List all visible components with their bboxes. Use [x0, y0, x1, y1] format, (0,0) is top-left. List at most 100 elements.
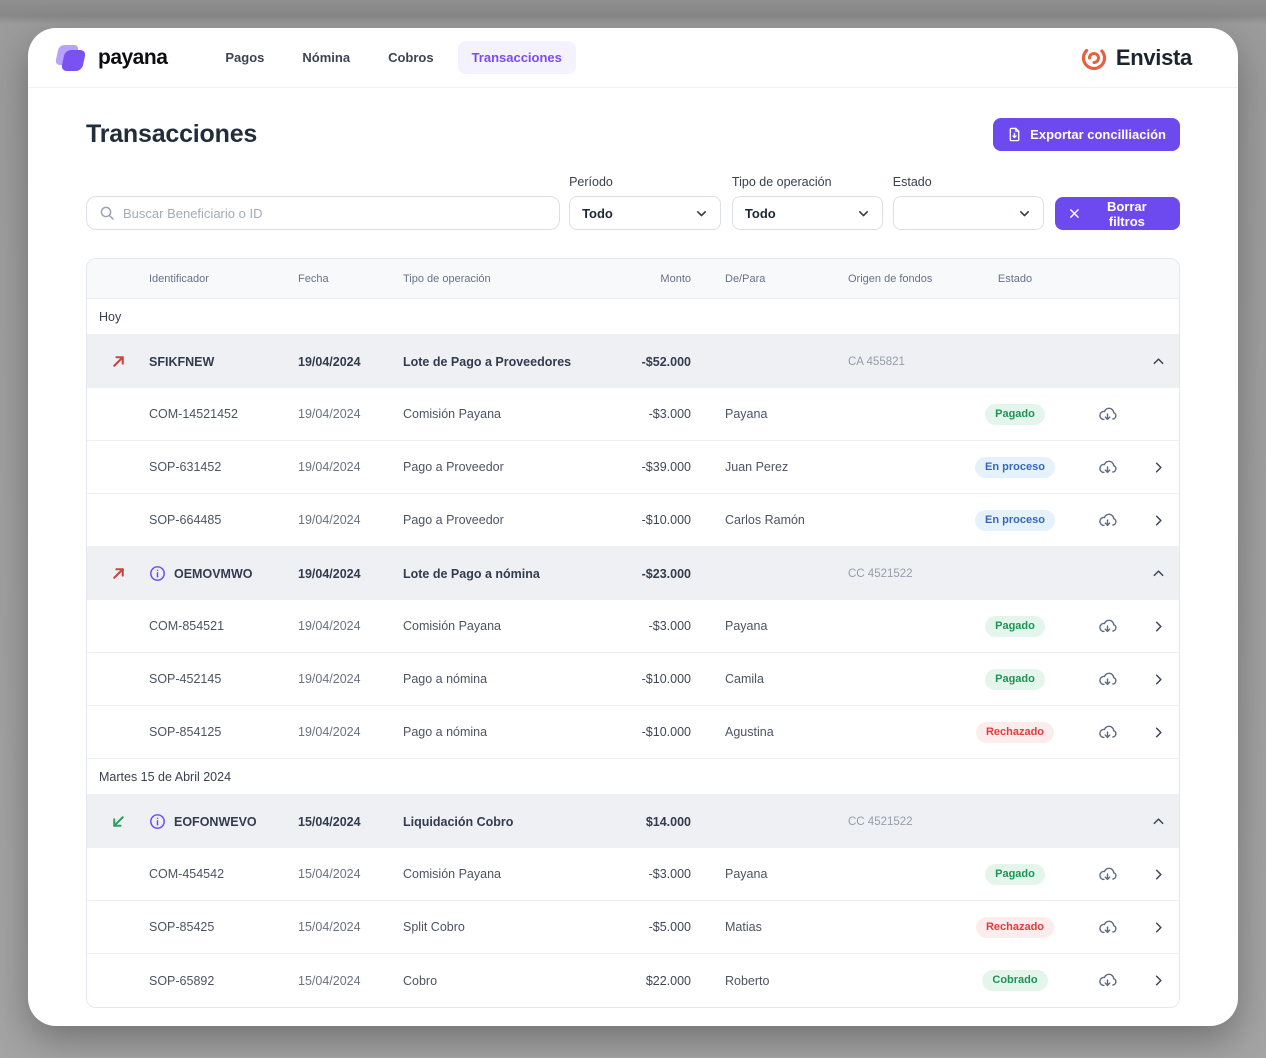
- transaction-row[interactable]: SOP-631452 19/04/2024 Pago a Proveedor -…: [87, 441, 1179, 494]
- batch-id: EOFONWEVO: [174, 814, 257, 829]
- clear-filters-button[interactable]: Borrar filtros: [1054, 197, 1180, 230]
- chevron-right-icon: [1155, 922, 1162, 932]
- direction-cell: [87, 565, 149, 582]
- batch-date: 19/04/2024: [298, 566, 361, 581]
- transaction-row[interactable]: COM-854521 19/04/2024 Comisión Payana -$…: [87, 600, 1179, 653]
- download-receipt-button[interactable]: [1093, 612, 1122, 641]
- transaction-row[interactable]: SOP-65892 15/04/2024 Cobro $22.000 Rober…: [87, 954, 1179, 1007]
- batch-amount: $14.000: [645, 814, 691, 829]
- transaction-row[interactable]: SOP-664485 19/04/2024 Pago a Proveedor -…: [87, 494, 1179, 547]
- info-icon[interactable]: [149, 813, 166, 830]
- cloud-download-icon: [1098, 672, 1117, 685]
- direction-cell: [87, 813, 149, 830]
- download-receipt-button[interactable]: [1093, 966, 1122, 995]
- clear-filters-label: Borrar filtros: [1106, 198, 1147, 229]
- nav-item-transacciones[interactable]: Transacciones: [457, 41, 576, 74]
- transaction-from-to: Payana: [725, 619, 768, 633]
- status-badge: Pagado: [985, 615, 1045, 637]
- batch-origin: CC 4521522: [848, 815, 913, 828]
- collapse-button[interactable]: [1147, 350, 1170, 373]
- main-nav: Pagos Nómina Cobros Transacciones: [211, 41, 576, 74]
- batch-amount: -$23.000: [641, 566, 691, 581]
- status-badge: Pagado: [985, 403, 1045, 425]
- transaction-id: SOP-85425: [149, 920, 215, 934]
- transaction-type: Comisión Payana: [403, 619, 501, 633]
- transaction-date: 19/04/2024: [298, 672, 361, 686]
- transaction-type: Pago a nómina: [403, 725, 488, 739]
- transaction-from-to: Roberto: [725, 973, 770, 988]
- transaction-id: SOP-664485: [149, 513, 222, 527]
- batch-row[interactable]: OEMOVMWO 19/04/2024 Lote de Pago a nómin…: [87, 547, 1179, 600]
- period-select[interactable]: Todo: [569, 196, 722, 230]
- expand-row-button[interactable]: [1147, 916, 1170, 939]
- col-fecha: Fecha: [298, 272, 329, 285]
- transaction-row[interactable]: COM-454542 15/04/2024 Comisión Payana -$…: [87, 848, 1179, 901]
- transaction-id: COM-14521452: [149, 407, 238, 421]
- download-receipt-button[interactable]: [1093, 453, 1122, 482]
- batch-type: Lote de Pago a Proveedores: [403, 354, 572, 369]
- transaction-from-to: Carlos Ramón: [725, 513, 805, 527]
- cloud-download-icon: [1098, 973, 1117, 987]
- download-receipt-button[interactable]: [1093, 400, 1122, 429]
- download-receipt-button[interactable]: [1093, 665, 1122, 694]
- envista-logo-text: Envista: [1115, 44, 1192, 70]
- transaction-row[interactable]: SOP-85425 15/04/2024 Split Cobro -$5.000…: [87, 901, 1179, 954]
- search-input[interactable]: [123, 205, 548, 221]
- direction-cell: [87, 353, 149, 370]
- status-select[interactable]: [892, 196, 1044, 230]
- transaction-amount: -$10.000: [641, 725, 691, 739]
- expand-row-button[interactable]: [1147, 863, 1170, 886]
- date-section-label: Martes 15 de Abril 2024: [99, 769, 232, 784]
- status-cell: Pagado: [953, 615, 1077, 637]
- transaction-type: Pago a nómina: [403, 672, 488, 686]
- operation-type-select[interactable]: Todo: [731, 196, 883, 230]
- expand-row-button[interactable]: [1147, 969, 1170, 992]
- transaction-id: SOP-854125: [149, 725, 222, 739]
- col-monto: Monto: [660, 272, 691, 285]
- batch-id-cell: OEMOVMWO: [149, 565, 298, 582]
- transaction-row[interactable]: COM-14521452 19/04/2024 Comisión Payana …: [87, 388, 1179, 441]
- period-select-value: Todo: [582, 205, 613, 221]
- info-icon[interactable]: [149, 565, 166, 582]
- transaction-id: COM-854521: [149, 619, 225, 633]
- download-receipt-button[interactable]: [1093, 913, 1122, 942]
- status-cell: Pagado: [953, 403, 1077, 425]
- nav-item-cobros[interactable]: Cobros: [374, 41, 448, 74]
- download-receipt-button[interactable]: [1093, 860, 1122, 889]
- download-receipt-button[interactable]: [1093, 718, 1122, 747]
- nav-item-nomina[interactable]: Nómina: [288, 41, 364, 74]
- batch-row[interactable]: SFIKFNEW 19/04/2024 Lote de Pago a Prove…: [87, 335, 1179, 388]
- nav-item-pagos[interactable]: Pagos: [211, 41, 278, 74]
- batch-id: SFIKFNEW: [149, 354, 215, 369]
- transaction-from-to: Camila: [725, 672, 764, 686]
- export-reconciliation-button[interactable]: Exportar concilliación: [993, 118, 1180, 151]
- transaction-date: 15/04/2024: [298, 973, 361, 988]
- status-badge: Rechazado: [975, 916, 1055, 938]
- app-window: payana Pagos Nómina Cobros Transacciones…: [28, 28, 1238, 1026]
- transaction-type: Split Cobro: [403, 920, 465, 934]
- batch-type: Liquidación Cobro: [403, 814, 514, 829]
- download-receipt-button[interactable]: [1093, 506, 1122, 535]
- expand-row-button[interactable]: [1147, 456, 1170, 479]
- status-cell: En proceso: [953, 456, 1077, 478]
- direction-arrow-icon: [112, 816, 124, 827]
- cloud-download-icon: [1098, 920, 1117, 933]
- collapse-button[interactable]: [1147, 810, 1170, 833]
- date-section-row: Hoy: [87, 299, 1179, 335]
- transaction-type: Pago a Proveedor: [403, 513, 504, 527]
- expand-row-button[interactable]: [1147, 721, 1170, 744]
- transaction-row[interactable]: SOP-854125 19/04/2024 Pago a nómina -$10…: [87, 706, 1179, 759]
- transaction-amount: -$10.000: [641, 513, 691, 527]
- batch-row[interactable]: EOFONWEVO 15/04/2024 Liquidación Cobro $…: [87, 795, 1179, 848]
- direction-arrow-icon: [112, 568, 124, 579]
- expand-row-button[interactable]: [1147, 668, 1170, 691]
- collapse-button[interactable]: [1147, 562, 1170, 585]
- envista-logo-icon: [1081, 45, 1106, 70]
- transaction-row[interactable]: SOP-452145 19/04/2024 Pago a nómina -$10…: [87, 653, 1179, 706]
- expand-row-button[interactable]: [1147, 509, 1170, 532]
- expand-row-button[interactable]: [1147, 615, 1170, 638]
- batch-type: Lote de Pago a nómina: [403, 566, 540, 581]
- cloud-download-icon: [1098, 407, 1117, 420]
- search-box: [86, 196, 561, 230]
- status-badge: Cobrado: [982, 970, 1048, 991]
